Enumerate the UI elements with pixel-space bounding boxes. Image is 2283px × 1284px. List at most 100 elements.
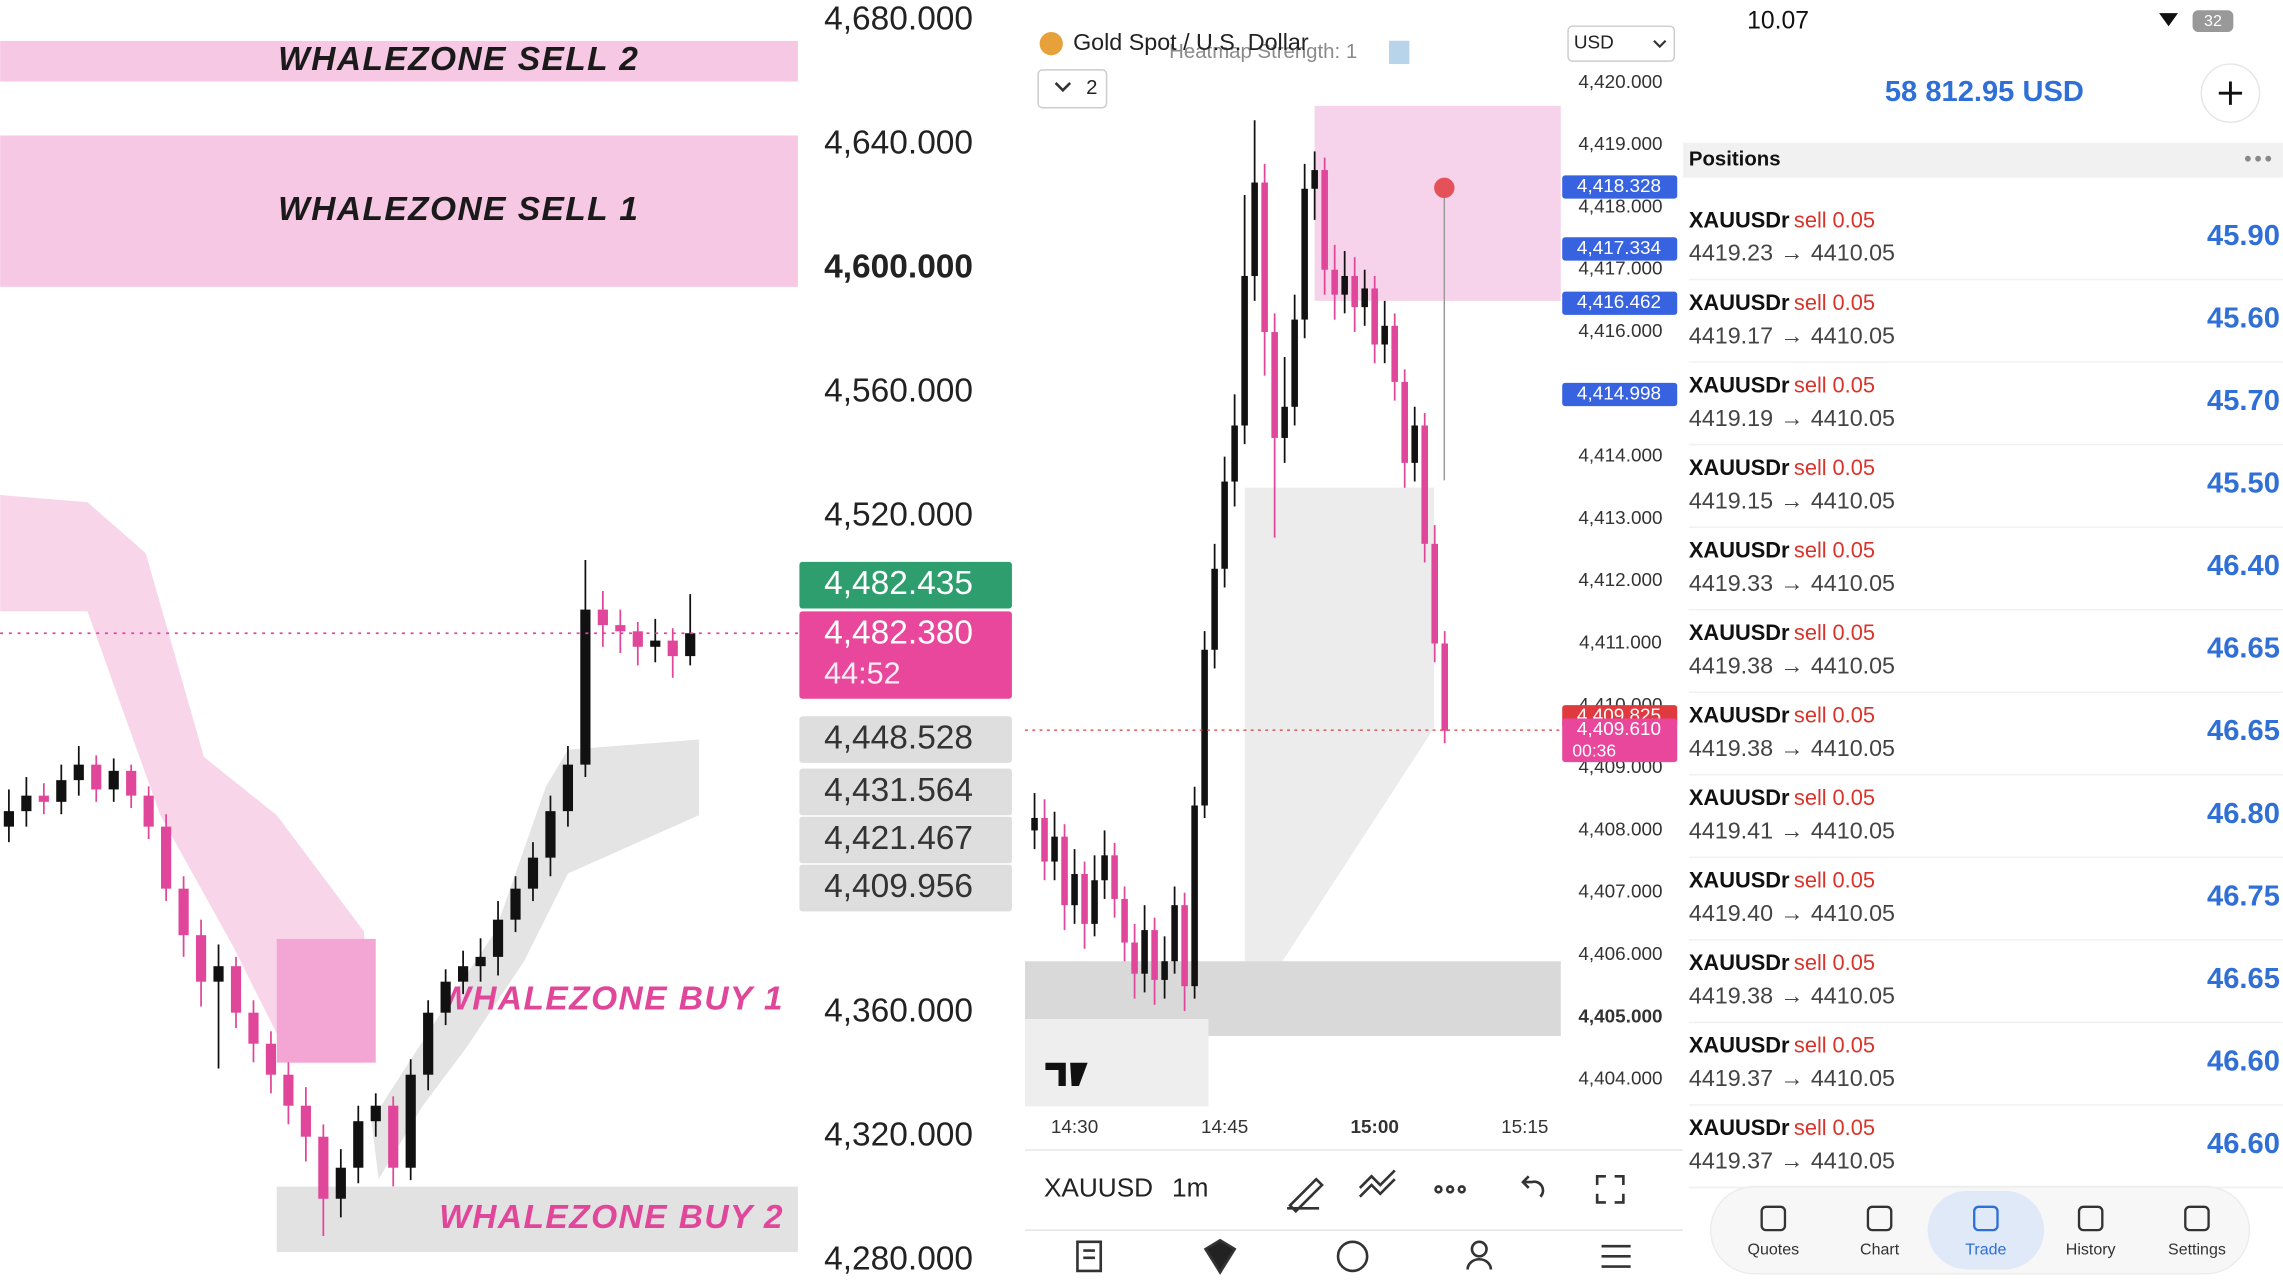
candle-body: [1211, 568, 1218, 650]
chart-title: Gold Spot / U.S. Dollar: [1073, 29, 1309, 55]
nav-icon[interactable]: [1466, 1258, 1493, 1270]
zone: [0, 40, 798, 82]
y-tick-label: 4,600.000: [824, 248, 973, 285]
candle-body: [370, 1105, 381, 1122]
current-price: 4410.05: [1811, 900, 1895, 926]
tab-label[interactable]: History: [2066, 1242, 2116, 1259]
symbol: XAUUSDr: [1689, 1115, 1790, 1140]
side: sell: [1794, 867, 1827, 892]
y-tick-label: 4,320.000: [824, 1117, 973, 1154]
menu-dots[interactable]: [2244, 155, 2272, 162]
volume: 0.05: [1833, 1115, 1875, 1140]
arrow: →: [1780, 1065, 1803, 1091]
y-tick-label: 4,418.000: [1578, 196, 1662, 217]
open-price: 4419.33: [1689, 570, 1773, 596]
toolbar-symbol[interactable]: XAUUSD: [1044, 1172, 1153, 1202]
candle-body: [492, 919, 504, 957]
nav-icon[interactable]: [1336, 1240, 1369, 1273]
y-tick-label: 4,640.000: [824, 124, 973, 161]
candle-body: [1031, 817, 1038, 831]
tab-label[interactable]: Settings: [2168, 1242, 2226, 1259]
symbol: XAUUSDr: [1689, 290, 1790, 315]
more-icon[interactable]: [1434, 1185, 1443, 1194]
layout-button[interactable]: [1037, 69, 1108, 109]
toolbar-interval[interactable]: 1m: [1172, 1172, 1208, 1202]
candle-body: [1051, 836, 1058, 862]
open-price: 4419.38: [1689, 983, 1773, 1009]
candle-body: [405, 1074, 416, 1168]
y-tick-label: 4,560.000: [824, 372, 973, 409]
price-tag-label: 4,417.334: [1577, 238, 1661, 259]
candle-body: [161, 826, 172, 889]
fullscreen-icon[interactable]: [1595, 1174, 1625, 1204]
more-icon[interactable]: [1445, 1185, 1455, 1194]
open-price: 4419.15: [1689, 488, 1773, 514]
price-tag: [799, 561, 1012, 609]
volume: 0.05: [1833, 537, 1875, 562]
zone-label: WHALEZONE BUY 1: [439, 981, 784, 1018]
alert-dot: [1434, 177, 1455, 198]
tab-icon[interactable]: [2077, 1205, 2104, 1232]
candle-body: [1321, 170, 1328, 270]
undo-icon[interactable]: [1521, 1175, 1545, 1198]
price-tag: [1562, 175, 1678, 199]
open-price: 4419.38: [1689, 735, 1773, 761]
tab-icon[interactable]: [2184, 1205, 2210, 1232]
tab-icon[interactable]: [1760, 1205, 1787, 1232]
y-tick-label: 4,520.000: [824, 496, 973, 533]
candle-body: [178, 888, 189, 936]
layout-count: 2: [1086, 77, 1097, 99]
profit: 46.65: [2207, 633, 2280, 665]
tab-label[interactable]: Chart: [1860, 1242, 1900, 1259]
candle-body: [615, 625, 626, 632]
middle-chart: Heatmap Strength: 1 Gold Spot / U.S. Dol…: [1025, 0, 1684, 1284]
candle-body: [195, 935, 207, 982]
y-tick-label: 4,417.000: [1578, 259, 1662, 280]
zone: [1314, 105, 1561, 301]
candle-body: [1221, 481, 1228, 569]
pencil-icon[interactable]: [1287, 1177, 1324, 1214]
candle-body: [650, 640, 661, 647]
volume: 0.05: [1833, 620, 1875, 645]
candle-body: [388, 1105, 399, 1168]
tab-icon[interactable]: [1973, 1205, 1999, 1232]
battery-icon: [2192, 10, 2234, 33]
candle-body: [283, 1074, 294, 1106]
tab-label[interactable]: Trade: [1965, 1242, 2006, 1259]
candle-body: [1061, 836, 1068, 906]
candle-body: [545, 811, 556, 858]
zone-label: WHALEZONE BUY 2: [439, 1199, 784, 1236]
nav-icon[interactable]: [1076, 1240, 1103, 1273]
y-tick-label: 4,420.000: [1578, 72, 1662, 93]
arrow: →: [1780, 900, 1803, 926]
candle-body: [108, 770, 119, 790]
candle-body: [1101, 855, 1108, 881]
candle-body: [1091, 880, 1098, 924]
position-title: XAUUSDr sell 0.05: [1689, 455, 1875, 480]
candle-body: [126, 770, 137, 796]
balance: 58 812.95 USD: [1885, 76, 2084, 108]
nav-icon[interactable]: [1203, 1238, 1237, 1275]
y-tick-label: 4,409.000: [1578, 757, 1662, 778]
nav-icon[interactable]: [1601, 1244, 1631, 1268]
candle-body: [1341, 275, 1348, 295]
candle-body: [667, 640, 678, 657]
side: sell: [1794, 455, 1827, 480]
candle-body: [1311, 170, 1318, 189]
position-title: XAUUSDr sell 0.05: [1689, 290, 1875, 315]
nav-icon[interactable]: [1470, 1240, 1488, 1258]
candle-body: [1381, 325, 1388, 345]
symbol: XAUUSDr: [1689, 372, 1790, 397]
price-tag-label: 4,448.528: [824, 719, 973, 756]
open-price: 4419.41: [1689, 818, 1773, 844]
more-icon[interactable]: [1457, 1185, 1466, 1194]
candle-body: [597, 609, 608, 626]
price-tag: [1562, 382, 1678, 407]
candle-body: [458, 966, 469, 982]
draw-icon[interactable]: [1358, 1169, 1396, 1198]
currency-select[interactable]: [1567, 25, 1676, 62]
volume: 0.05: [1833, 372, 1875, 397]
tab-icon[interactable]: [1866, 1205, 1893, 1232]
price-tag: [799, 864, 1012, 912]
tab-label[interactable]: Quotes: [1748, 1242, 1800, 1259]
